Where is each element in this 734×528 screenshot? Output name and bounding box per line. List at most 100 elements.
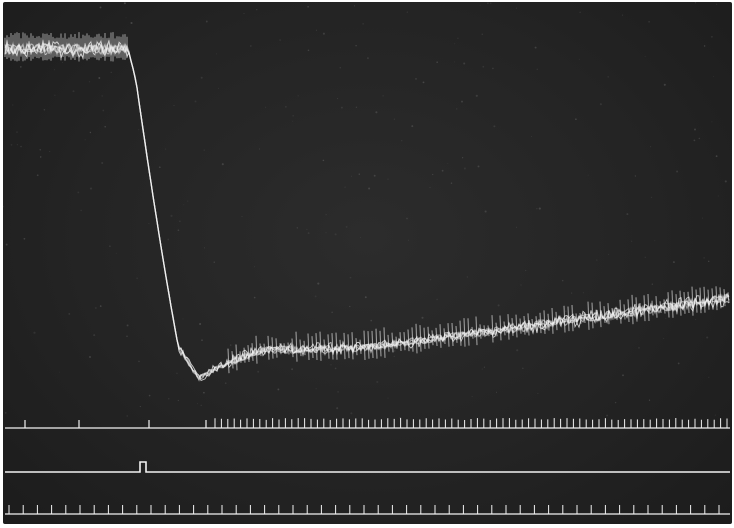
grain-speck [126, 335, 128, 338]
signal-spike [675, 294, 678, 315]
grain-speck [606, 414, 609, 417]
signal-spike [679, 290, 682, 316]
pulse-line [5, 461, 730, 473]
grain-speck [436, 61, 439, 64]
signal-spike [263, 343, 266, 355]
signal-spike [523, 315, 526, 335]
grain-speck [138, 360, 140, 363]
grain-speck [537, 392, 539, 394]
signal-spike [283, 343, 286, 355]
grain-speck [436, 298, 438, 301]
signal-spike [719, 287, 722, 309]
grain-speck [265, 106, 267, 108]
grain-speck [370, 319, 373, 322]
grain-speck [297, 95, 299, 97]
signal-spike [387, 334, 390, 352]
signal-spike [531, 318, 534, 331]
grain-speck [393, 355, 395, 357]
grain-speck [454, 43, 456, 45]
grain-speck [693, 139, 696, 142]
grain-speck [125, 17, 127, 19]
grain-speck [257, 370, 260, 373]
grain-speck [256, 9, 258, 11]
signal-spike [535, 316, 538, 332]
signal-trace-line [4, 42, 730, 381]
grain-speck [110, 71, 112, 73]
grain-speck [349, 305, 351, 308]
signal-spike [419, 325, 422, 352]
signal-spike [407, 329, 410, 352]
signal-spike [551, 307, 554, 334]
signal-spike [291, 338, 294, 358]
signal-spike [235, 344, 238, 371]
oscilloscope-screen [3, 2, 732, 524]
grain-speck [714, 414, 716, 416]
signal-spike [575, 313, 578, 325]
signal-spike [511, 318, 514, 336]
signal-spike [255, 335, 258, 364]
grain-speck [19, 66, 22, 68]
signal-spike [515, 314, 518, 338]
grain-speck [587, 174, 589, 176]
grain-speck [254, 266, 255, 268]
grain-speck [148, 222, 150, 225]
grain-speck [530, 135, 532, 137]
grain-speck [463, 62, 466, 65]
signal-trace-line [4, 41, 730, 380]
signal-spike [499, 315, 502, 341]
grain-speck [194, 100, 197, 103]
grain-speck [715, 155, 718, 158]
grain-speck [138, 129, 140, 131]
signal-trace-line [4, 39, 730, 382]
signal-spike [519, 318, 522, 334]
grain-speck [487, 2, 489, 5]
signal-spike [471, 326, 474, 339]
grain-speck [317, 282, 320, 285]
grain-speck [243, 13, 245, 15]
grain-speck [621, 14, 623, 16]
grain-speck [622, 374, 624, 377]
signal-spike [611, 308, 614, 320]
grain-speck [307, 232, 310, 234]
grain-speck [177, 229, 180, 232]
signal-spike [327, 334, 330, 359]
grain-speck [432, 173, 434, 176]
signal-spike [455, 325, 458, 343]
grain-speck [360, 237, 361, 238]
grain-speck [672, 261, 675, 264]
grain-speck [109, 245, 111, 247]
grain-speck [522, 367, 524, 369]
grain-speck [534, 46, 537, 49]
grain-speck [200, 404, 202, 407]
signal-spike [231, 351, 234, 369]
grain-speck [387, 397, 389, 399]
grain-speck [711, 121, 713, 123]
grain-speck [358, 173, 361, 175]
grain-speck [492, 67, 494, 70]
signal-spike [243, 347, 246, 363]
grain-speck [483, 366, 485, 368]
grain-speck [626, 213, 629, 216]
grain-speck [88, 81, 91, 83]
grain-speck [39, 156, 42, 158]
grain-speck [322, 353, 324, 355]
grain-speck [408, 239, 410, 241]
grain-speck [322, 159, 325, 162]
grain-speck [353, 5, 356, 7]
grain-speck [173, 104, 175, 107]
grain-speck [102, 109, 105, 112]
grain-speck [315, 29, 317, 31]
signal-spike [711, 288, 714, 310]
grain-speck [362, 23, 364, 25]
grain-speck [224, 382, 227, 385]
signal-spike [699, 287, 702, 314]
grain-speck [651, 283, 653, 285]
grain-speck [182, 318, 184, 320]
grain-speck [253, 296, 256, 299]
grain-speck [525, 269, 527, 272]
signal-spike [435, 327, 438, 347]
signal-spike [663, 299, 666, 314]
grain-speck [429, 186, 431, 188]
grain-speck [203, 391, 205, 394]
grain-speck [229, 344, 232, 346]
